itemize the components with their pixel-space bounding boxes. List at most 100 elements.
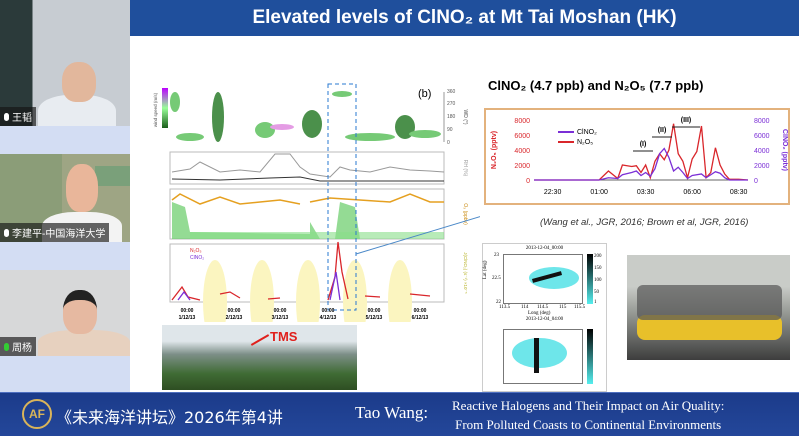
microphone-icon bbox=[4, 342, 9, 351]
x-axis-ticks: 00:001/12/13 00:002/12/13 00:003/12/13 0… bbox=[179, 308, 429, 321]
y-tick-left: 8000 bbox=[514, 118, 530, 125]
y-tick-right: 8000 bbox=[754, 118, 770, 125]
wind-speed-label: wind speed (m/s) bbox=[153, 92, 158, 127]
map-y-tick: 22 bbox=[496, 300, 501, 305]
map-y-tick: 22.5 bbox=[492, 276, 501, 281]
citation: (Wang et al., JGR, 2016; Brown et al, JG… bbox=[540, 217, 749, 228]
svg-text:360: 360 bbox=[447, 89, 456, 95]
slide-title: Elevated levels of ClNO₂ at Mt Tai Mosha… bbox=[130, 0, 799, 36]
mountain-photo: TMS bbox=[162, 325, 357, 390]
callout-arrow bbox=[355, 216, 480, 255]
x-tick-label: 03:30 bbox=[637, 189, 655, 196]
group-photo bbox=[627, 255, 790, 360]
svg-text:5/12/13: 5/12/13 bbox=[366, 315, 383, 321]
clno2-line bbox=[177, 271, 341, 301]
trajectory-maps: 2013-12-04_00:00 Lat (deg) 23 22.5 22 11… bbox=[482, 243, 607, 392]
svg-text:00:00: 00:00 bbox=[228, 308, 241, 314]
x-tick-label: 06:00 bbox=[683, 189, 701, 196]
map-plot bbox=[503, 254, 583, 304]
tms-label: TMS bbox=[270, 329, 298, 344]
y-axis-label-right: ClNO₂ (pptv) bbox=[781, 129, 788, 171]
o3-line bbox=[171, 193, 444, 205]
svg-text:90: 90 bbox=[447, 127, 453, 133]
y-tick-right: 0 bbox=[754, 178, 758, 185]
arrow-icon bbox=[250, 334, 270, 346]
n2o5-line bbox=[171, 241, 431, 301]
n2o5-clno2-chart: 0 0 2000 2000 4000 4000 6000 6000 8000 8000 22:30 0… bbox=[484, 108, 790, 205]
y-tick-left: 6000 bbox=[514, 133, 530, 140]
o3-axis-label: O₃ (ppbv) bbox=[462, 203, 468, 225]
colorbar bbox=[587, 329, 593, 384]
y-tick-right: 6000 bbox=[754, 133, 770, 140]
svg-text:00:00: 00:00 bbox=[414, 308, 427, 314]
x-tick-label: 08:30 bbox=[730, 189, 748, 196]
lecture-banner: AF 《未来海洋讲坛》2026年第4讲 Tao Wang: Reactive H… bbox=[0, 392, 799, 436]
wind-direction-scatter bbox=[170, 91, 441, 142]
x-tick-label: 01:00 bbox=[590, 189, 608, 196]
talk-title: Reactive Halogens and Their Impact on Ai… bbox=[452, 398, 725, 432]
map-plot bbox=[503, 329, 583, 384]
legend-clno2: ClNO₂ bbox=[190, 255, 204, 261]
series-line bbox=[534, 123, 749, 181]
map-x-tick: 115 bbox=[559, 305, 567, 310]
series-line bbox=[534, 147, 748, 181]
microphone-icon bbox=[4, 228, 9, 237]
map-x-tick: 115.5 bbox=[574, 305, 586, 310]
legend-label: N₂O₅ bbox=[577, 139, 593, 146]
annotation-label: (I) bbox=[640, 141, 647, 148]
panel-label: (b) bbox=[418, 88, 431, 100]
map-title: 2013-12-04_00:00 bbox=[525, 246, 564, 251]
svg-text:270: 270 bbox=[447, 101, 456, 107]
svg-text:180: 180 bbox=[447, 114, 456, 120]
map-title: 2013-12-04_04:00 bbox=[525, 317, 564, 322]
j-axis-label: J(ClNO₂) (s⁻¹) ×10⁻⁵ bbox=[463, 252, 468, 294]
x-tick-label: 22:30 bbox=[544, 189, 562, 196]
y-tick-left: 0 bbox=[526, 178, 530, 185]
temperature-line bbox=[171, 176, 444, 182]
right-chart-title: ClNO₂ (4.7 ppb) and N₂O₅ (7.7 ppb) bbox=[488, 78, 704, 93]
participant-name-label: 周杨 bbox=[0, 337, 36, 356]
nox-area bbox=[172, 202, 360, 239]
svg-text:00:00: 00:00 bbox=[322, 308, 335, 314]
video-tile[interactable]: 李建平-中国海洋大学 bbox=[0, 154, 130, 242]
video-tile[interactable]: 周杨 bbox=[0, 270, 130, 356]
svg-text:6/12/13: 6/12/13 bbox=[412, 315, 429, 321]
forum-logo: AF bbox=[22, 399, 52, 429]
svg-text:1/12/13: 1/12/13 bbox=[179, 315, 196, 321]
wind-speed-colorbar bbox=[162, 88, 168, 128]
participant-panel: 王韬 李建平-中国海洋大学 周杨 bbox=[0, 0, 130, 392]
svg-text:0: 0 bbox=[447, 140, 450, 146]
y-tick-left: 2000 bbox=[514, 163, 530, 170]
svg-text:00:00: 00:00 bbox=[274, 308, 287, 314]
legend-n2o5: N₂O₅ bbox=[190, 248, 201, 254]
svg-text:00:00: 00:00 bbox=[181, 308, 194, 314]
annotation-label: (II) bbox=[658, 127, 667, 134]
video-tile[interactable]: 王韬 bbox=[0, 0, 130, 126]
legend-label: ClNO₂ bbox=[577, 129, 597, 136]
svg-text:2/12/13: 2/12/13 bbox=[226, 315, 243, 321]
map-x-tick: 113.5 bbox=[499, 305, 511, 310]
participant-name-label: 王韬 bbox=[0, 107, 36, 126]
rh-axis-label: RH (%) bbox=[462, 160, 468, 177]
map-x-tick: 114.5 bbox=[537, 305, 549, 310]
map-y-tick: 23 bbox=[494, 253, 499, 258]
colorbar-tick: 1 bbox=[594, 300, 597, 305]
colorbar-tick: 150 bbox=[594, 266, 602, 271]
speaker-name: Tao Wang: bbox=[355, 403, 429, 422]
y-axis-label-left: N₂O₅ (pptv) bbox=[491, 131, 498, 169]
highlight-box bbox=[327, 83, 357, 311]
svg-text:3/12/13: 3/12/13 bbox=[272, 315, 289, 321]
svg-text:4/12/13: 4/12/13 bbox=[320, 315, 337, 321]
microphone-icon bbox=[4, 112, 9, 121]
wd-axis-ticks: 0 90 180 270 360 bbox=[447, 89, 456, 146]
y-tick-left: 4000 bbox=[514, 148, 530, 155]
y-tick-right: 2000 bbox=[754, 163, 770, 170]
colorbar bbox=[587, 254, 593, 304]
wd-axis-label: WD (°) bbox=[462, 109, 468, 124]
map-y-label: Lat (deg) bbox=[483, 260, 488, 279]
annotation-label: (III) bbox=[681, 117, 692, 124]
series-title: 《未来海洋讲坛》2026年第4讲 bbox=[56, 408, 283, 427]
svg-text:00:00: 00:00 bbox=[368, 308, 381, 314]
map-x-tick: 114 bbox=[521, 305, 529, 310]
colorbar-tick: 200 bbox=[594, 254, 602, 259]
